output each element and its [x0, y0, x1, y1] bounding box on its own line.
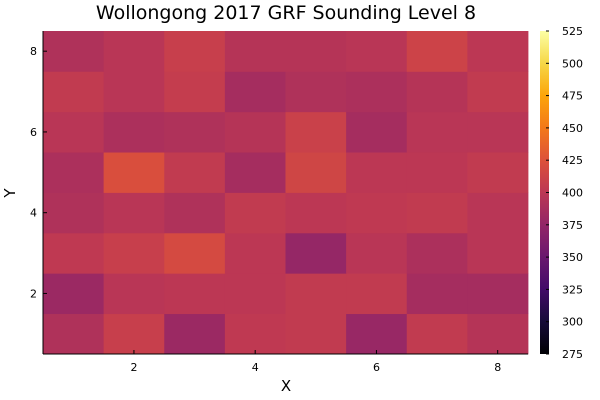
y-ticks: 2 4 6 8: [30, 45, 47, 300]
heatmap-cell: [346, 152, 408, 193]
heatmap-cell: [224, 313, 286, 355]
x-tick-label: 6: [373, 361, 380, 374]
heatmap-cell: [406, 71, 468, 113]
heatmap-cell: [224, 232, 286, 274]
heatmap-cell: [43, 313, 105, 355]
colorbar-tick-label: 475: [562, 90, 583, 103]
x-tick-label: 8: [494, 361, 501, 374]
heatmap-cell: [103, 273, 165, 315]
heatmap-cell: [406, 313, 468, 355]
chart-title: Wollongong 2017 GRF Sounding Level 8: [96, 2, 476, 24]
heatmap-cell: [406, 232, 468, 274]
heatmap-cell: [346, 111, 408, 153]
heatmap-cell: [164, 111, 226, 153]
heatmap-cell: [164, 31, 226, 72]
heatmap-cell: [285, 152, 347, 193]
heatmap-cell: [164, 152, 226, 193]
colorbar-tick-label: 450: [562, 122, 583, 135]
heatmap-cell: [467, 232, 529, 274]
heatmap-cell: [467, 192, 529, 234]
heatmap-cell: [224, 273, 286, 315]
colorbar-tick-label: 375: [562, 219, 583, 232]
heatmap-cell: [103, 232, 165, 274]
colorbar: [540, 31, 549, 354]
heatmap-cell: [43, 273, 105, 315]
heatmap-cell: [43, 152, 105, 193]
heatmap-cell: [467, 31, 529, 72]
heatmap-cell: [346, 232, 408, 274]
heatmap-cell: [224, 152, 286, 193]
heatmap-cell: [285, 71, 347, 113]
heatmap-cell: [285, 313, 347, 355]
heatmap-cells: [43, 31, 529, 355]
heatmap-cell: [346, 273, 408, 315]
y-axis-label: Y: [1, 188, 19, 199]
heatmap-cell: [164, 273, 226, 315]
heatmap-cell: [406, 152, 468, 193]
heatmap-cell: [43, 232, 105, 274]
heatmap-cell: [103, 313, 165, 355]
heatmap-cell: [285, 232, 347, 274]
heatmap-cell: [406, 273, 468, 315]
heatmap-cell: [346, 71, 408, 113]
heatmap-cell: [467, 313, 529, 355]
heatmap-cell: [103, 31, 165, 72]
heatmap-cell: [406, 111, 468, 153]
heatmap-cell: [346, 313, 408, 355]
heatmap-cell: [164, 71, 226, 113]
heatmap-cell: [164, 313, 226, 355]
heatmap-cell: [346, 31, 408, 72]
colorbar-tick-label: 300: [562, 316, 583, 329]
y-tick-label: 4: [30, 207, 37, 220]
heatmap-cell: [103, 192, 165, 234]
heatmap-cell: [285, 192, 347, 234]
heatmap-cell: [467, 71, 529, 113]
colorbar-tick-label: 350: [562, 251, 583, 264]
heatmap-cell: [224, 111, 286, 153]
colorbar-ticks: 275 300 325 350 375 400 425 450 475 500 525: [546, 25, 583, 361]
colorbar-tick-label: 425: [562, 154, 583, 167]
colorbar-tick-label: 325: [562, 283, 583, 296]
heatmap-cell: [224, 31, 286, 72]
colorbar-tick-label: 400: [562, 187, 583, 200]
heatmap-cell: [43, 31, 105, 72]
colorbar-tick-label: 525: [562, 25, 583, 38]
colorbar-tick-label: 275: [562, 348, 583, 361]
heatmap-cell: [285, 31, 347, 72]
heatmap-cell: [224, 192, 286, 234]
heatmap-cell: [43, 71, 105, 113]
heatmap-cell: [467, 273, 529, 315]
heatmap-cell: [103, 71, 165, 113]
y-tick-label: 6: [30, 126, 37, 139]
heatmap-cell: [164, 232, 226, 274]
x-tick-label: 2: [130, 361, 137, 374]
heatmap-cell: [43, 111, 105, 153]
heatmap-cell: [224, 71, 286, 113]
x-axis-label: X: [281, 377, 291, 395]
colorbar-tick-label: 500: [562, 57, 583, 70]
heatmap-cell: [285, 111, 347, 153]
heatmap-cell: [103, 111, 165, 153]
y-tick-label: 8: [30, 45, 37, 58]
heatmap-cell: [467, 111, 529, 153]
heatmap-cell: [346, 192, 408, 234]
heatmap-cell: [406, 192, 468, 234]
heatmap-cell: [103, 152, 165, 193]
x-ticks: 2 4 6 8: [130, 350, 501, 374]
heatmap-cell: [467, 152, 529, 193]
heatmap-cell: [43, 192, 105, 234]
y-tick-label: 2: [30, 287, 37, 300]
heatmap-cell: [285, 273, 347, 315]
heatmap-cell: [164, 192, 226, 234]
x-tick-label: 4: [252, 361, 259, 374]
heatmap-cell: [406, 31, 468, 72]
